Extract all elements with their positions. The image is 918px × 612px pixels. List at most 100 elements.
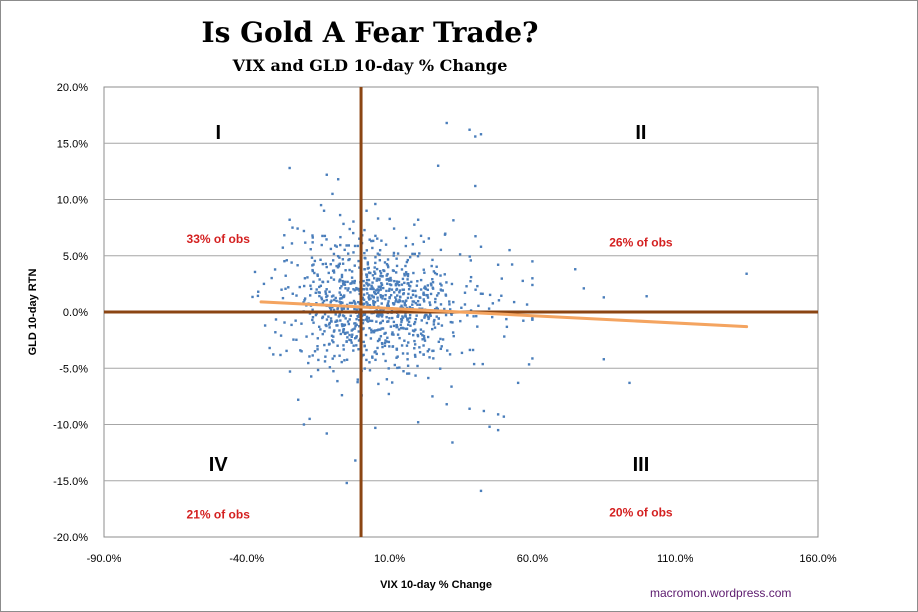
data-point [437,340,441,343]
data-point [362,340,365,344]
data-point [322,209,326,212]
data-point [404,244,408,248]
data-point [339,243,342,247]
data-point [418,252,421,255]
data-point [450,282,454,286]
data-point [331,259,335,262]
data-point [336,379,339,383]
data-point [366,302,369,305]
data-point [328,321,331,325]
data-point [411,300,414,303]
data-point [422,353,425,356]
data-point [349,291,352,294]
data-point [428,313,432,316]
data-point [357,330,360,333]
data-point [283,321,286,324]
data-point [329,247,333,251]
data-point [391,316,394,320]
data-point [481,362,484,366]
data-point [392,254,395,257]
data-point [422,344,425,347]
data-point [294,319,297,322]
data-point [394,296,397,299]
data-point [373,300,377,304]
data-point [341,279,344,283]
data-point [531,357,534,360]
data-point [311,264,314,267]
data-point [392,320,396,324]
data-point [434,297,437,301]
data-point [388,217,391,221]
data-point [383,332,386,335]
data-point [300,350,303,353]
data-point [373,270,376,273]
data-point [503,335,506,338]
data-point [488,293,492,297]
data-point [338,262,341,265]
data-point [413,252,416,256]
data-point [298,285,301,289]
data-point [394,300,397,303]
data-point [319,258,322,262]
data-point [324,292,328,295]
data-point [325,288,328,291]
data-point [379,288,382,291]
data-point [324,355,327,358]
data-point [314,313,318,317]
data-point [392,251,396,255]
data-point [380,239,383,242]
data-point [369,297,372,300]
data-point [362,279,365,283]
data-point [313,271,316,275]
data-point [423,285,427,288]
data-point [416,333,419,337]
data-point [372,301,375,305]
data-point [376,346,379,350]
data-point [375,267,379,271]
data-point [347,244,351,247]
data-point [324,290,327,293]
data-point [406,352,409,355]
data-point [354,325,357,328]
data-point [316,273,319,276]
data-point [338,291,341,294]
data-point [340,273,344,277]
data-point [445,403,448,406]
data-point [428,301,431,304]
data-point [304,241,307,244]
data-point [377,382,380,386]
data-point [381,297,384,300]
data-point [333,298,336,302]
data-point [346,280,349,284]
data-point [422,300,426,303]
data-point [386,258,390,261]
data-point [405,260,409,264]
data-point [390,279,393,282]
data-point [378,278,381,282]
data-point [469,275,473,279]
data-point [317,325,321,328]
quadrant-label: II [635,122,646,144]
data-point [320,296,323,299]
data-point [388,279,391,282]
data-point [404,271,408,274]
data-point [385,378,389,381]
data-point [516,381,520,385]
data-point [342,222,345,226]
data-point [404,304,407,307]
data-point [380,283,384,286]
data-point [387,392,391,396]
data-point [374,234,377,238]
data-point [311,268,314,272]
data-point [406,258,410,262]
data-point [479,245,483,248]
data-point [477,304,480,308]
data-point [371,286,374,289]
data-point [431,258,434,262]
data-point [389,325,393,328]
data-point [386,264,390,267]
chart-title: Is Gold A Fear Trade? [201,16,539,49]
data-point [426,293,429,297]
data-point [311,332,314,336]
data-point [330,295,334,298]
